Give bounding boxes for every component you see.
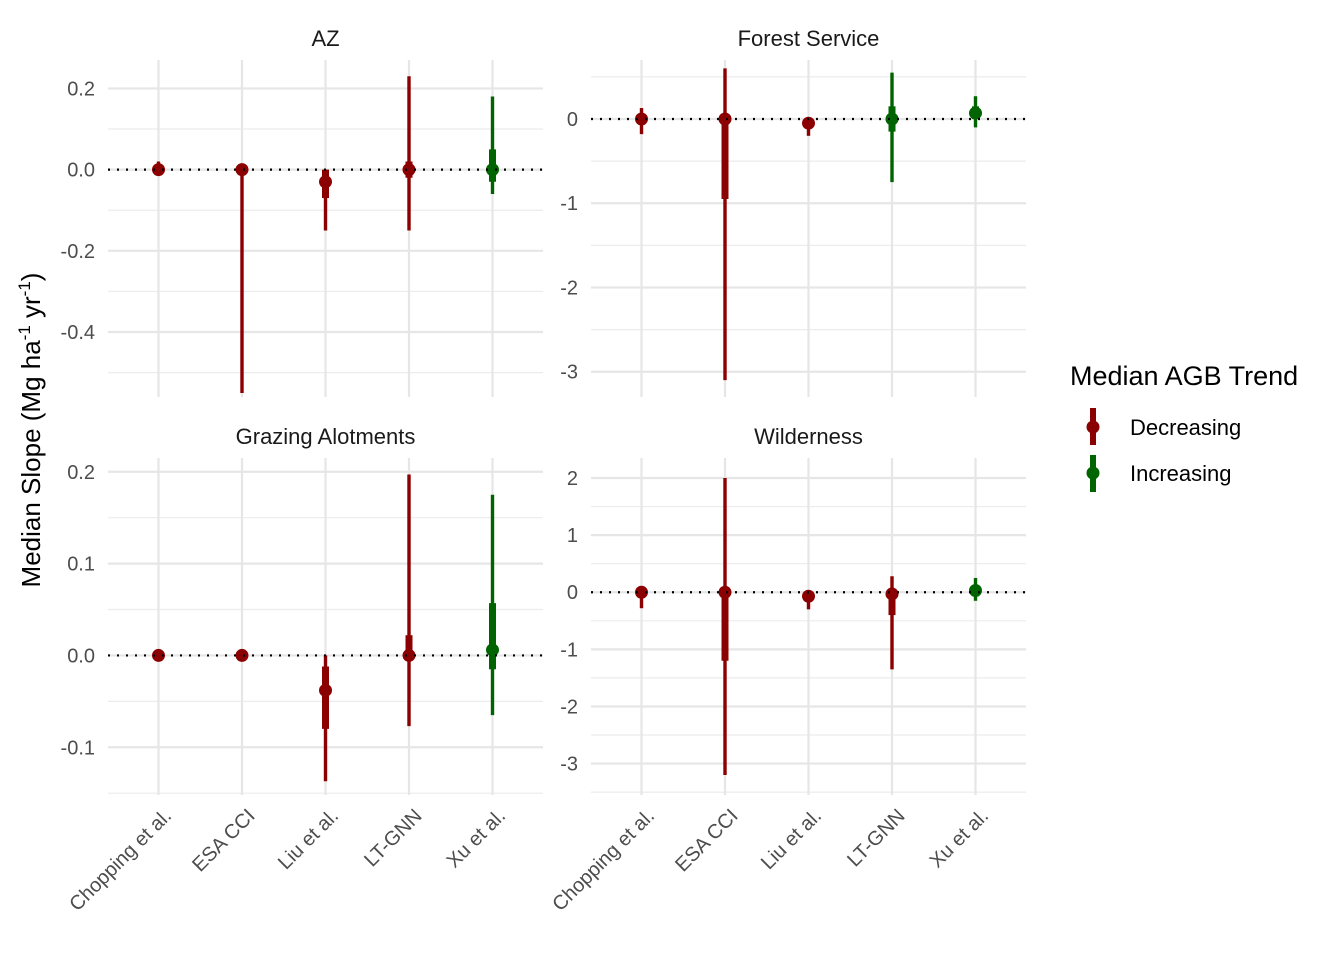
y-tick-label: 0 xyxy=(567,109,578,131)
legend-item-decreasing: Decreasing xyxy=(1086,408,1241,445)
median-point-xu-et-al xyxy=(969,106,982,120)
median-point-esa-cci xyxy=(235,648,249,662)
legend: Median AGB Trend Decreasing Increasing xyxy=(1070,361,1298,492)
y-axis-title-sup2: -1 xyxy=(15,281,34,296)
panel-grazing-alotments: 0.2 0.1 0.0 -0.1 Grazing Alotments Chopping e… xyxy=(61,424,543,916)
median-point-liu-et-al xyxy=(802,589,815,603)
panel-title: Grazing Alotments xyxy=(236,424,416,449)
y-tick-label: 1 xyxy=(567,525,578,547)
median-point-xu-et-al xyxy=(486,643,499,657)
median-point-chopping-et-al xyxy=(152,648,165,662)
y-axis-title: Median Slope (Mg ha-1 yr-1) xyxy=(15,273,46,588)
median-point-esa-cci xyxy=(718,585,732,599)
legend-key-increasing-point xyxy=(1086,466,1100,480)
median-point-xu-et-al xyxy=(486,163,499,177)
legend-item-increasing: Increasing xyxy=(1086,455,1232,492)
y-tick-label: -3 xyxy=(560,362,578,384)
median-point-chopping-et-al xyxy=(152,163,165,177)
legend-label-increasing: Increasing xyxy=(1130,461,1232,486)
median-point-liu-et-al xyxy=(319,683,332,697)
x-tick-label-lt-gnn: LT-GNN xyxy=(843,805,909,871)
legend-title: Median AGB Trend xyxy=(1070,361,1298,391)
y-tick-label: 0.2 xyxy=(67,78,95,100)
x-tick-label-xu-et-al: Xu et al. xyxy=(443,805,510,872)
y-tick-label: -1 xyxy=(560,193,578,215)
median-point-xu-et-al xyxy=(969,584,982,598)
panel-az: 0.2 0.0 -0.2 -0.4 AZ xyxy=(61,26,543,397)
median-point-lt-gnn xyxy=(402,648,416,662)
y-axis-title-sup1: -1 xyxy=(15,325,34,340)
y-tick-label: -1 xyxy=(560,639,578,661)
y-tick-label: -0.2 xyxy=(61,241,95,263)
median-point-chopping-et-al xyxy=(635,585,648,599)
panels: 0.2 0.0 -0.2 -0.4 AZ 0 -1 -2 -3 Forest Service 0.2… xyxy=(61,26,1026,916)
y-tick-label: -2 xyxy=(560,696,578,718)
x-tick-label-lt-gnn: LT-GNN xyxy=(360,805,426,871)
median-point-chopping-et-al xyxy=(635,112,648,126)
y-axis-title-main: Median Slope (Mg ha xyxy=(16,340,46,588)
median-point-esa-cci xyxy=(718,112,732,126)
median-point-liu-et-al xyxy=(802,116,815,130)
x-tick-label-liu-et-al: Liu et al. xyxy=(274,805,343,874)
legend-label-decreasing: Decreasing xyxy=(1130,415,1241,440)
x-tick-label-chopping-et-al: Chopping et al. xyxy=(548,805,659,916)
panel-title: Forest Service xyxy=(738,26,880,51)
x-tick-label-esa-cci: ESA CCI xyxy=(188,805,259,876)
panel-wilderness: 2 1 0 -1 -2 -3 Wilderness Chopping et al. ESA CC… xyxy=(548,424,1026,916)
y-axis-title-end: ) xyxy=(16,273,46,282)
y-tick-label: 0.2 xyxy=(67,462,95,484)
panel-title: Wilderness xyxy=(754,424,863,449)
median-point-esa-cci xyxy=(235,163,249,177)
legend-key-decreasing-point xyxy=(1086,420,1100,434)
panel-title: AZ xyxy=(311,26,339,51)
median-point-lt-gnn xyxy=(885,587,899,601)
y-tick-label: 2 xyxy=(567,468,578,490)
x-tick-label-chopping-et-al: Chopping et al. xyxy=(65,805,176,916)
median-point-liu-et-al xyxy=(319,175,332,189)
y-tick-label: 0.0 xyxy=(67,160,95,182)
x-tick-label-xu-et-al: Xu et al. xyxy=(926,805,993,872)
y-tick-label: -0.4 xyxy=(61,322,95,344)
y-tick-label: -2 xyxy=(560,277,578,299)
panel-forest-service: 0 -1 -2 -3 Forest Service xyxy=(560,26,1026,397)
x-tick-label-liu-et-al: Liu et al. xyxy=(757,805,826,874)
y-tick-label: -0.1 xyxy=(61,737,95,759)
y-tick-label: 0 xyxy=(567,582,578,604)
y-tick-label: 0.1 xyxy=(67,554,95,576)
median-point-lt-gnn xyxy=(402,163,416,177)
median-point-lt-gnn xyxy=(885,112,899,126)
y-axis-title-mid: yr xyxy=(16,296,46,325)
x-tick-label-esa-cci: ESA CCI xyxy=(671,805,742,876)
y-tick-label: -3 xyxy=(560,754,578,776)
y-tick-label: 0.0 xyxy=(67,645,95,667)
